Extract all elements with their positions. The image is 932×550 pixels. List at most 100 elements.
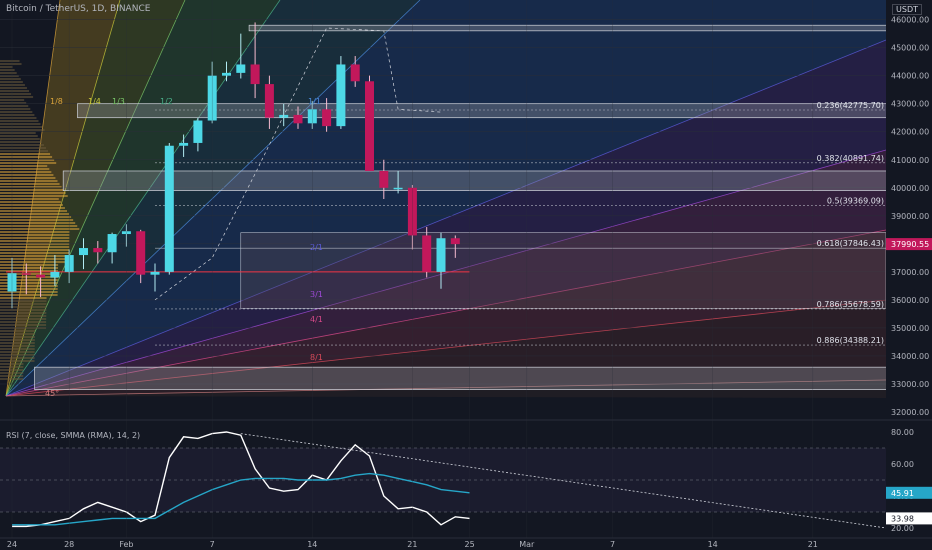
volume-profile-bar xyxy=(0,60,20,62)
volume-profile-bar xyxy=(0,330,35,332)
price-axis-tick: 42000.00 xyxy=(891,128,929,137)
fib-level-label: 0.618(37846.43) xyxy=(817,239,884,248)
volume-profile-bar xyxy=(0,135,38,137)
current-price-label: 37990.55 xyxy=(891,240,929,249)
volume-profile-bar xyxy=(0,126,43,128)
gann-fan-wedge xyxy=(6,380,886,398)
volume-profile-bar xyxy=(0,108,31,110)
volume-profile-bar xyxy=(0,231,70,233)
currency-badge[interactable]: USDT xyxy=(892,4,922,15)
volume-profile-bar xyxy=(0,123,41,125)
volume-profile-bar xyxy=(0,141,42,143)
volume-profile-bar xyxy=(0,291,58,293)
candle-body xyxy=(193,120,203,143)
price-axis-tick: 36000.00 xyxy=(891,296,929,305)
rsi-axis-tick: 80.00 xyxy=(891,428,914,437)
projection-path xyxy=(154,27,442,301)
rsi-axis-tick: 20.00 xyxy=(891,524,914,533)
volume-profile-bar xyxy=(0,234,70,236)
gann-fan-line xyxy=(5,299,887,397)
candle-body xyxy=(379,170,389,188)
volume-profile-bar xyxy=(0,267,59,269)
volume-profile-bar xyxy=(0,93,32,95)
volume-profile-bar xyxy=(0,144,44,146)
time-axis-tick: Feb xyxy=(119,540,133,549)
volume-profile-bar xyxy=(0,201,61,203)
volume-profile-bar xyxy=(0,237,70,239)
time-axis-tick: 14 xyxy=(307,540,317,549)
volume-profile-bar xyxy=(0,351,35,353)
volume-profile-bar xyxy=(0,213,70,215)
volume-profile-bar xyxy=(0,153,51,155)
volume-profile-bar xyxy=(0,171,52,173)
volume-profile-bar xyxy=(0,72,17,74)
volume-profile-bar xyxy=(0,336,35,338)
candle-body xyxy=(264,84,274,118)
gann-fan-label: 1/8 xyxy=(50,97,63,106)
volume-profile-bar xyxy=(0,333,35,335)
volume-profile-bar xyxy=(0,111,33,113)
gann-fan-line xyxy=(5,39,887,397)
gann-fan-line xyxy=(5,379,887,397)
candle-body xyxy=(93,248,103,253)
volume-profile-bar xyxy=(0,345,35,347)
volume-profile-bar xyxy=(0,183,60,185)
volume-profile-bar xyxy=(0,282,58,284)
candle-body xyxy=(322,109,332,127)
price-axis-bg xyxy=(886,0,932,550)
candle-body xyxy=(365,81,374,171)
time-axis-tick: 21 xyxy=(407,540,417,549)
volume-profile-bar xyxy=(0,78,21,80)
volume-profile-bar xyxy=(0,147,46,149)
price-axis-tick: 34000.00 xyxy=(891,352,929,361)
gann-fan-line xyxy=(5,149,887,397)
fib-level-label: 0.886(34388.21) xyxy=(817,336,884,345)
rsi-ma-line xyxy=(12,472,470,526)
volume-profile-bar xyxy=(0,162,57,164)
volume-profile-bar xyxy=(0,177,56,179)
volume-profile-bar xyxy=(0,288,58,290)
rsi-indicator-title[interactable]: RSI (7, close, SMMA (RMA), 14, 2) xyxy=(6,431,141,440)
volume-profile-bar xyxy=(0,204,63,206)
volume-profile-bar xyxy=(0,225,78,227)
candle-body xyxy=(450,238,460,245)
volume-profile-bar xyxy=(0,156,53,158)
rsi-trendline xyxy=(240,433,887,529)
candle-body xyxy=(393,187,403,190)
candle-body xyxy=(36,274,46,278)
volume-profile-bar xyxy=(0,294,58,296)
candle-body xyxy=(236,64,246,73)
volume-profile-bar xyxy=(0,120,39,122)
volume-profile-bar xyxy=(0,240,70,242)
volume-profile-bar xyxy=(0,132,36,134)
fib-level-label: 0.236(42775.70) xyxy=(817,101,884,110)
volume-profile-bar xyxy=(0,258,70,260)
volume-profile-bar xyxy=(0,321,47,323)
rsi-value-badge xyxy=(886,512,932,525)
time-axis-tick: 25 xyxy=(465,540,475,549)
fib-level-label: 0.786(35678.59) xyxy=(817,300,884,309)
volume-profile-bar xyxy=(0,369,24,371)
volume-profile-bar xyxy=(0,276,58,278)
rsi-line xyxy=(12,431,470,528)
candle-body xyxy=(150,271,160,275)
rsi-value: 33.98 xyxy=(891,514,914,523)
volume-profile-bar xyxy=(0,324,47,326)
supply-demand-zone xyxy=(248,24,932,32)
volume-profile-bar xyxy=(0,150,48,152)
volume-profile-bar xyxy=(0,105,29,107)
candle-body xyxy=(21,273,31,275)
volume-profile-bar xyxy=(0,342,35,344)
volume-profile-bar xyxy=(0,360,35,362)
fib-zone-band xyxy=(240,232,887,309)
gann-fan-label: 1/1 xyxy=(308,97,321,106)
time-axis-tick: 28 xyxy=(64,540,74,549)
volume-profile-bar xyxy=(0,297,47,299)
volume-profile-bar xyxy=(0,318,47,320)
candle-body xyxy=(164,145,174,272)
gann-fan-label: 2/1 xyxy=(310,243,323,252)
time-axis-tick: 24 xyxy=(7,540,17,549)
volume-profile-bar xyxy=(0,339,35,341)
volume-profile-bar xyxy=(0,309,47,311)
